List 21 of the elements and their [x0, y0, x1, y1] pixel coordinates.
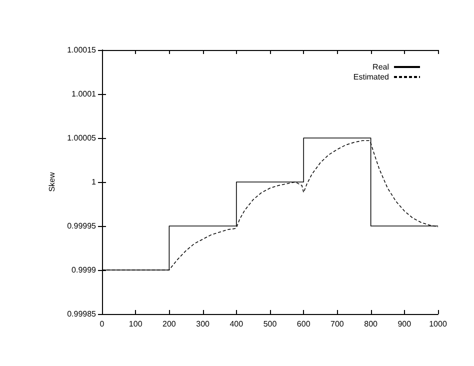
x-tick-label: 0 [100, 320, 105, 328]
x-tick-label: 300 [196, 320, 210, 328]
y-tick-label: 1.00015 [67, 46, 97, 54]
y-axis-title: Skew [48, 172, 56, 192]
y-tick-label: 1.0001 [72, 90, 97, 98]
x-tick-label: 900 [398, 320, 412, 328]
x-tick-label: 400 [230, 320, 244, 328]
legend-label: Real [372, 62, 390, 72]
x-tick-label: 100 [128, 320, 143, 328]
y-tick-label: 0.99985 [67, 310, 97, 318]
y-tick-label: 0.99995 [67, 222, 97, 230]
y-tick-label: 1.00005 [67, 134, 97, 142]
x-tick-label: 500 [263, 320, 278, 328]
y-tick-label: 0.9999 [72, 266, 97, 274]
x-tick-label: 1000 [429, 320, 448, 328]
x-tick-label: 200 [162, 320, 176, 328]
x-tick-label: 600 [296, 320, 311, 328]
x-tick-label: 700 [330, 320, 344, 328]
y-tick-label: 1 [92, 178, 97, 186]
legend-label: Estimated [353, 72, 389, 82]
x-tick-label: 800 [364, 320, 378, 328]
